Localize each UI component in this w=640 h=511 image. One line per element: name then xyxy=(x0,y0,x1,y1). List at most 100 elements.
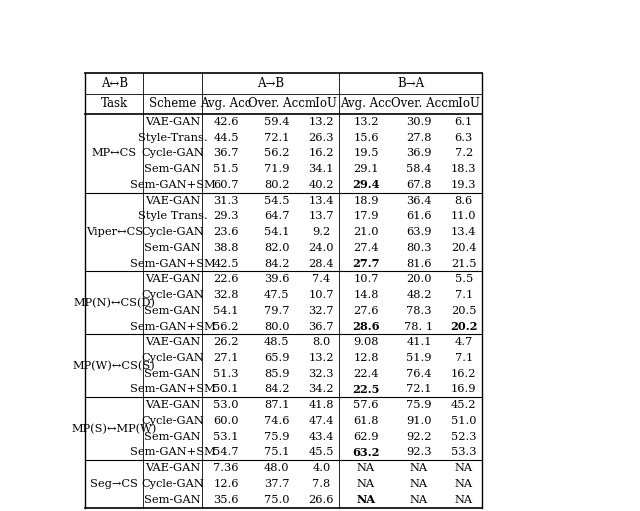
Text: 51.9: 51.9 xyxy=(406,353,432,363)
Text: 42.6: 42.6 xyxy=(213,117,239,127)
Text: Viper↔CS: Viper↔CS xyxy=(86,227,143,237)
Text: 54.1: 54.1 xyxy=(213,306,239,316)
Text: 15.6: 15.6 xyxy=(353,133,379,143)
Text: Scheme: Scheme xyxy=(149,97,196,110)
Text: 27.1: 27.1 xyxy=(213,353,239,363)
Text: MP(W)↔CS(S): MP(W)↔CS(S) xyxy=(73,361,156,371)
Text: VAE-GAN: VAE-GAN xyxy=(145,274,200,284)
Text: 31.3: 31.3 xyxy=(213,196,239,205)
Text: 20.2: 20.2 xyxy=(450,321,477,332)
Text: 78. 1: 78. 1 xyxy=(404,321,433,332)
Text: 53.1: 53.1 xyxy=(213,432,239,442)
Text: 27.6: 27.6 xyxy=(353,306,379,316)
Text: 35.6: 35.6 xyxy=(213,495,239,505)
Text: NA: NA xyxy=(357,479,375,489)
Text: 13.2: 13.2 xyxy=(308,117,334,127)
Text: Sem-GAN: Sem-GAN xyxy=(145,495,201,505)
Text: 82.0: 82.0 xyxy=(264,243,289,253)
Text: 7.36: 7.36 xyxy=(213,463,239,473)
Text: NA: NA xyxy=(410,495,428,505)
Text: 61.8: 61.8 xyxy=(353,416,379,426)
Text: 29.4: 29.4 xyxy=(352,179,380,191)
Text: 13.2: 13.2 xyxy=(353,117,379,127)
Text: 39.6: 39.6 xyxy=(264,274,289,284)
Text: VAE-GAN: VAE-GAN xyxy=(145,400,200,410)
Text: 50.1: 50.1 xyxy=(213,384,239,394)
Text: 54.1: 54.1 xyxy=(264,227,289,237)
Text: 75.1: 75.1 xyxy=(264,448,289,457)
Text: 18.3: 18.3 xyxy=(451,164,476,174)
Text: Sem-GAN+SM: Sem-GAN+SM xyxy=(130,321,216,332)
Text: Sem-GAN: Sem-GAN xyxy=(145,369,201,379)
Text: 75.0: 75.0 xyxy=(264,495,289,505)
Text: 4.0: 4.0 xyxy=(312,463,330,473)
Text: 78.3: 78.3 xyxy=(406,306,432,316)
Text: Sem-GAN: Sem-GAN xyxy=(145,164,201,174)
Text: 48.5: 48.5 xyxy=(264,337,289,347)
Text: Sem-GAN: Sem-GAN xyxy=(145,432,201,442)
Text: 51.0: 51.0 xyxy=(451,416,476,426)
Text: 84.2: 84.2 xyxy=(264,384,289,394)
Text: 64.7: 64.7 xyxy=(264,212,289,221)
Text: 53.0: 53.0 xyxy=(213,400,239,410)
Text: A↔B: A↔B xyxy=(100,77,128,90)
Text: 12.6: 12.6 xyxy=(213,479,239,489)
Text: MP↔CS: MP↔CS xyxy=(92,148,137,158)
Text: 27.7: 27.7 xyxy=(352,258,380,269)
Text: 13.4: 13.4 xyxy=(451,227,476,237)
Text: 61.6: 61.6 xyxy=(406,212,432,221)
Text: 5.5: 5.5 xyxy=(454,274,473,284)
Text: Cycle-GAN: Cycle-GAN xyxy=(141,353,204,363)
Text: VAE-GAN: VAE-GAN xyxy=(145,117,200,127)
Text: 27.8: 27.8 xyxy=(406,133,432,143)
Text: 72.1: 72.1 xyxy=(406,384,432,394)
Text: 32.8: 32.8 xyxy=(213,290,239,300)
Text: 26.3: 26.3 xyxy=(308,133,334,143)
Text: 91.0: 91.0 xyxy=(406,416,432,426)
Text: Avg. Acc: Avg. Acc xyxy=(340,97,392,110)
Text: 10.7: 10.7 xyxy=(353,274,379,284)
Text: 62.9: 62.9 xyxy=(353,432,379,442)
Text: 19.5: 19.5 xyxy=(353,148,379,158)
Text: 32.3: 32.3 xyxy=(308,369,334,379)
Text: 56.2: 56.2 xyxy=(264,148,289,158)
Text: 8.6: 8.6 xyxy=(454,196,473,205)
Text: 34.1: 34.1 xyxy=(308,164,334,174)
Text: 48.2: 48.2 xyxy=(406,290,432,300)
Text: 42.5: 42.5 xyxy=(213,259,239,269)
Text: 45.2: 45.2 xyxy=(451,400,476,410)
Text: Sem-GAN+SM: Sem-GAN+SM xyxy=(130,180,216,190)
Text: 6.1: 6.1 xyxy=(454,117,473,127)
Text: 36.7: 36.7 xyxy=(213,148,239,158)
Text: 44.5: 44.5 xyxy=(213,133,239,143)
Text: 74.6: 74.6 xyxy=(264,416,289,426)
Text: 41.1: 41.1 xyxy=(406,337,432,347)
Text: 22.5: 22.5 xyxy=(352,384,380,395)
Text: NA: NA xyxy=(454,463,473,473)
Text: Sem-GAN+SM: Sem-GAN+SM xyxy=(130,384,216,394)
Text: 72.1: 72.1 xyxy=(264,133,289,143)
Text: 30.9: 30.9 xyxy=(406,117,432,127)
Text: 71.9: 71.9 xyxy=(264,164,289,174)
Text: 60.0: 60.0 xyxy=(213,416,239,426)
Text: 79.7: 79.7 xyxy=(264,306,289,316)
Text: 41.8: 41.8 xyxy=(308,400,334,410)
Text: 40.2: 40.2 xyxy=(308,180,334,190)
Text: 16.9: 16.9 xyxy=(451,384,476,394)
Text: Seg→CS: Seg→CS xyxy=(90,479,138,489)
Text: 7.4: 7.4 xyxy=(312,274,330,284)
Text: 7.1: 7.1 xyxy=(454,353,473,363)
Text: 57.6: 57.6 xyxy=(353,400,379,410)
Text: 76.4: 76.4 xyxy=(406,369,432,379)
Text: NA: NA xyxy=(410,479,428,489)
Text: 37.7: 37.7 xyxy=(264,479,289,489)
Text: 21.0: 21.0 xyxy=(353,227,379,237)
Text: 28.6: 28.6 xyxy=(352,321,380,332)
Text: 22.6: 22.6 xyxy=(213,274,239,284)
Text: NA: NA xyxy=(454,495,473,505)
Text: B→A: B→A xyxy=(397,77,424,90)
Text: 4.7: 4.7 xyxy=(454,337,473,347)
Text: Cycle-GAN: Cycle-GAN xyxy=(141,148,204,158)
Text: MP(N)↔CS(D): MP(N)↔CS(D) xyxy=(73,298,156,308)
Text: 19.3: 19.3 xyxy=(451,180,476,190)
